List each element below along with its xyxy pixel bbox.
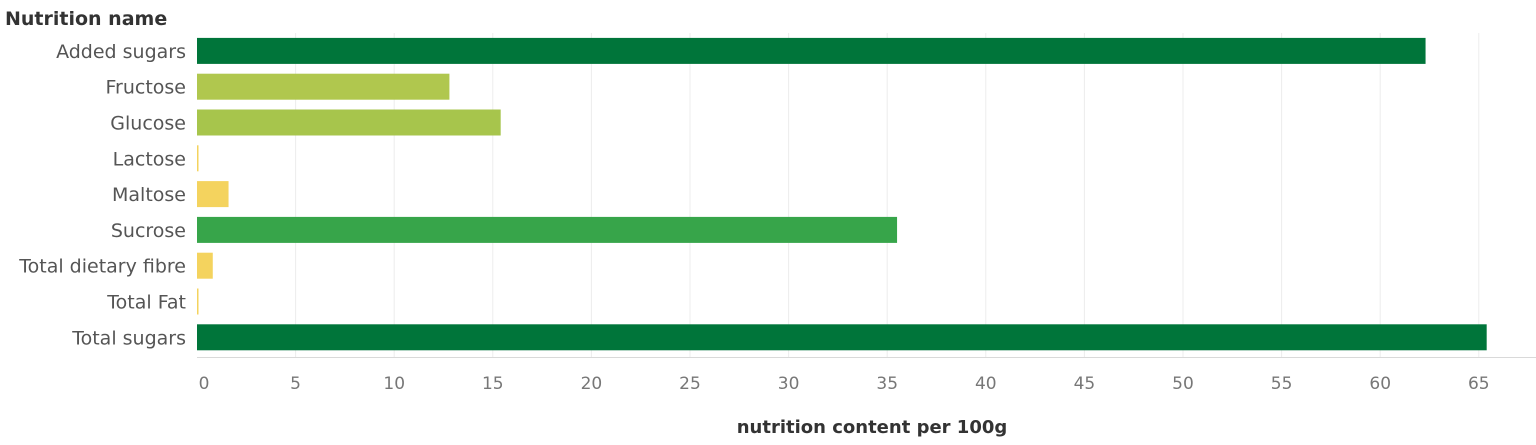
x-tick-label: 65: [1468, 374, 1490, 394]
bar: [197, 181, 229, 208]
category-label: Added sugars: [56, 41, 186, 63]
category-label: Total sugars: [71, 327, 186, 349]
bar: [197, 145, 199, 172]
bar: [197, 252, 213, 279]
x-tick-labels: 0 5 10 15 20 25 30 35 40 45 50 55 60 65: [199, 374, 1490, 394]
x-axis-title: nutrition content per 100g: [737, 417, 1008, 438]
bars: [197, 37, 1487, 351]
x-tick-label: 25: [679, 374, 701, 394]
x-tick-label: 40: [975, 374, 997, 394]
category-label: Fructose: [105, 77, 186, 99]
x-tick-label: 20: [581, 374, 603, 394]
x-tick-label: 30: [778, 374, 800, 394]
bar: [197, 288, 199, 315]
category-label: Total dietary fibre: [18, 256, 186, 278]
x-tick-label: 10: [383, 374, 405, 394]
x-tick-label: 50: [1172, 374, 1194, 394]
bar: [197, 216, 898, 243]
category-label: Sucrose: [111, 220, 186, 242]
x-tick-label: 60: [1369, 374, 1391, 394]
bar: [197, 37, 1426, 64]
x-tick-label: 0: [199, 374, 210, 394]
x-tick-label: 5: [290, 374, 301, 394]
bar: [197, 73, 450, 100]
category-labels: Added sugars Fructose Glucose Lactose Maltos…: [18, 41, 186, 349]
x-tick-label: 45: [1074, 374, 1096, 394]
bar: [197, 324, 1487, 351]
category-label: Maltose: [112, 184, 186, 206]
row-header: Nutrition name: [5, 8, 167, 30]
gridlines: [295, 33, 1480, 357]
category-label: Total Fat: [106, 292, 186, 314]
x-tick-label: 15: [482, 374, 504, 394]
x-tick-label: 35: [876, 374, 898, 394]
x-tick-label: 55: [1271, 374, 1293, 394]
bar: [197, 109, 501, 136]
category-label: Lactose: [113, 148, 186, 170]
category-label: Glucose: [110, 113, 186, 135]
